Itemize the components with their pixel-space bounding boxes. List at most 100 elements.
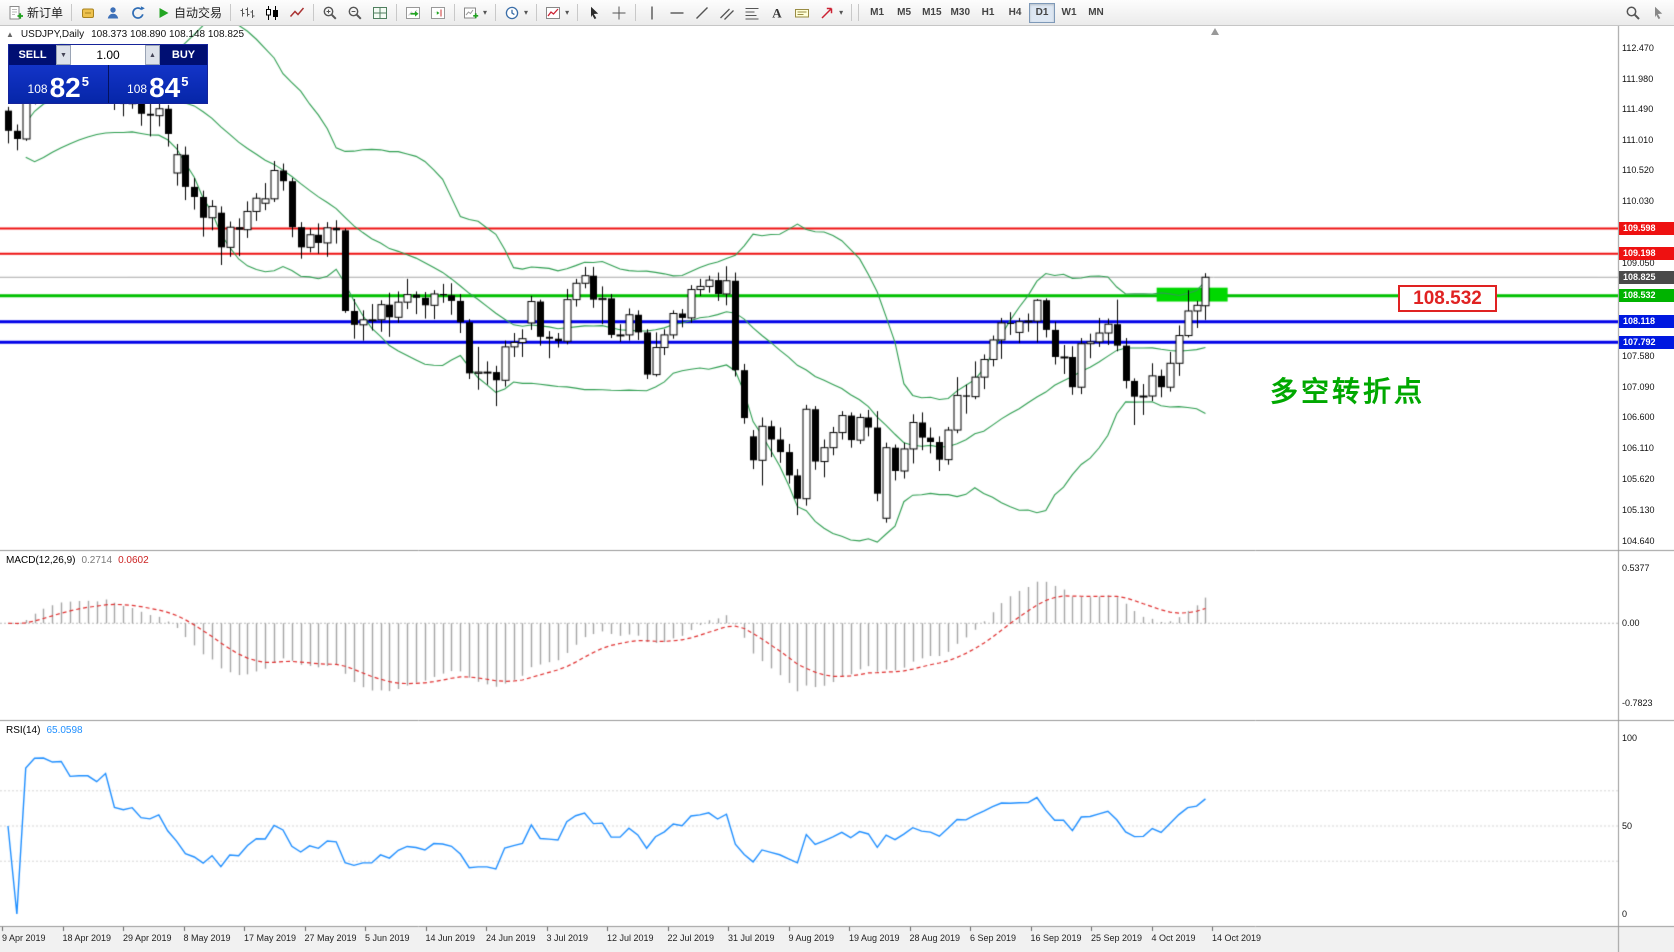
one-click-collapse-icon[interactable]: ▲ xyxy=(6,30,14,39)
toolbar-separator xyxy=(851,4,853,21)
trendline-icon xyxy=(694,5,710,21)
arrows-icon xyxy=(819,5,835,21)
buy-price-button[interactable]: 108 84 5 xyxy=(108,65,207,104)
line-icon xyxy=(289,5,305,21)
pointer-icon xyxy=(1650,5,1666,21)
vline-icon xyxy=(644,5,660,21)
buy-price-prefix: 108 xyxy=(127,82,148,96)
chevron-down-icon: ▾ xyxy=(524,8,529,17)
timeframe-m15-button[interactable]: M15 xyxy=(918,3,945,23)
cursor-icon xyxy=(586,5,602,21)
text-label-button[interactable] xyxy=(790,2,814,24)
sell-price-sup: 5 xyxy=(81,74,89,89)
timeframe-h4-button[interactable]: H4 xyxy=(1002,3,1028,23)
timeframe-w1-button[interactable]: W1 xyxy=(1056,3,1082,23)
arrows-button[interactable]: ▾ xyxy=(815,2,847,24)
one-click-trading-panel: SELL ▼ 1.00 ▲ BUY 108 82 5 108 84 5 xyxy=(8,44,208,104)
line-chart-button[interactable] xyxy=(285,2,309,24)
chart-text-note[interactable]: 多空转折点 xyxy=(1270,376,1426,407)
indicators-button[interactable]: ▾ xyxy=(541,2,573,24)
buy-button[interactable]: BUY xyxy=(171,49,196,61)
new-order-icon xyxy=(8,5,24,21)
toolbar-separator xyxy=(71,4,73,21)
timeframe-h1-button[interactable]: H1 xyxy=(975,3,1001,23)
toolbar-separator xyxy=(635,4,637,21)
toolbar-right-buttons xyxy=(1621,2,1670,24)
toolbar-separator xyxy=(396,4,398,21)
autotrading-button[interactable]: 自动交易 xyxy=(151,2,226,24)
search-button[interactable] xyxy=(1621,2,1645,24)
search-icon xyxy=(1625,5,1641,21)
clock-icon xyxy=(504,5,520,21)
zoom-in-button[interactable] xyxy=(318,2,342,24)
horizontal-line-button[interactable] xyxy=(665,2,689,24)
person-icon xyxy=(105,5,121,21)
chevron-down-icon: ▾ xyxy=(839,8,844,17)
metaeditor-button[interactable] xyxy=(76,2,100,24)
toolbar-separator xyxy=(495,4,497,21)
new-chart-button[interactable]: ▾ xyxy=(459,2,491,24)
timeframe-m5-button[interactable]: M5 xyxy=(891,3,917,23)
auto-scroll-button[interactable] xyxy=(401,2,425,24)
toolbar-separator xyxy=(313,4,315,21)
bar-chart-button[interactable] xyxy=(235,2,259,24)
quick-pointer-button[interactable] xyxy=(1646,2,1670,24)
vertical-line-button[interactable] xyxy=(640,2,664,24)
tile-windows-button[interactable] xyxy=(368,2,392,24)
candlestick-chart-button[interactable] xyxy=(260,2,284,24)
cursor-button[interactable] xyxy=(582,2,606,24)
volume-up-button[interactable]: ▲ xyxy=(145,45,160,65)
chart-canvas[interactable] xyxy=(0,26,1674,952)
text-icon: A xyxy=(769,5,785,21)
candles-icon xyxy=(264,5,280,21)
grid-icon xyxy=(372,5,388,21)
crosshair-button[interactable] xyxy=(607,2,631,24)
timeframe-d1-button[interactable]: D1 xyxy=(1029,2,1055,23)
new-order-label: 新订单 xyxy=(27,6,64,20)
sell-price-main: 82 xyxy=(49,72,81,104)
text-button[interactable]: A xyxy=(765,2,789,24)
refresh-icon xyxy=(130,5,146,21)
trade-panel-header: SELL ▼ 1.00 ▲ BUY xyxy=(9,45,207,65)
equidistant-channel-button[interactable] xyxy=(715,2,739,24)
toolbar-separator xyxy=(577,4,579,21)
toolbar-buttons: 新订单 自动交易 ▾ ▾ ▾ A ▾ xyxy=(4,2,855,24)
sell-button[interactable]: SELL xyxy=(18,49,47,61)
market-watch-button[interactable] xyxy=(101,2,125,24)
fibonacci-button[interactable] xyxy=(740,2,764,24)
refresh-button[interactable] xyxy=(126,2,150,24)
play-icon xyxy=(155,5,171,21)
new-chart-icon xyxy=(463,5,479,21)
trendline-button[interactable] xyxy=(690,2,714,24)
zoom-in-icon xyxy=(322,5,338,21)
volume-down-button[interactable]: ▼ xyxy=(56,45,71,65)
hline-icon xyxy=(669,5,685,21)
toolbar-separator xyxy=(536,4,538,21)
zoom-out-button[interactable] xyxy=(343,2,367,24)
timeframe-m1-button[interactable]: M1 xyxy=(864,3,890,23)
zoom-out-icon xyxy=(347,5,363,21)
bars-icon xyxy=(239,5,255,21)
label-icon xyxy=(794,5,810,21)
volume-input[interactable]: 1.00 xyxy=(71,45,145,65)
chart-shift-icon xyxy=(430,5,446,21)
sell-price-button[interactable]: 108 82 5 xyxy=(9,65,109,103)
svg-text:A: A xyxy=(772,5,782,20)
channel-icon xyxy=(719,5,735,21)
timeframe-mn-button[interactable]: MN xyxy=(1083,3,1109,23)
chevron-down-icon: ▾ xyxy=(483,8,488,17)
timeframe-m30-button[interactable]: M30 xyxy=(947,3,974,23)
chevron-down-icon: ▾ xyxy=(565,8,570,17)
chart-shift-button[interactable] xyxy=(426,2,450,24)
new-order-button[interactable]: 新订单 xyxy=(4,2,67,24)
periods-button[interactable]: ▾ xyxy=(500,2,532,24)
price-annotation-box[interactable]: 108.532 xyxy=(1398,285,1497,312)
timeframe-group: M1 M5 M15 M30 H1 H4 D1 W1 MN xyxy=(864,2,1109,23)
auto-scroll-icon xyxy=(405,5,421,21)
autotrading-label: 自动交易 xyxy=(174,6,223,20)
toolbar: 新订单 自动交易 ▾ ▾ ▾ A ▾ M1 M5 M15 M30 H1 H4 D1 W1 MN xyxy=(0,0,1674,26)
buy-price-sup: 5 xyxy=(181,74,189,89)
indicators-icon xyxy=(545,5,561,21)
buy-price-main: 84 xyxy=(149,72,181,104)
toolbar-separator xyxy=(230,4,232,21)
